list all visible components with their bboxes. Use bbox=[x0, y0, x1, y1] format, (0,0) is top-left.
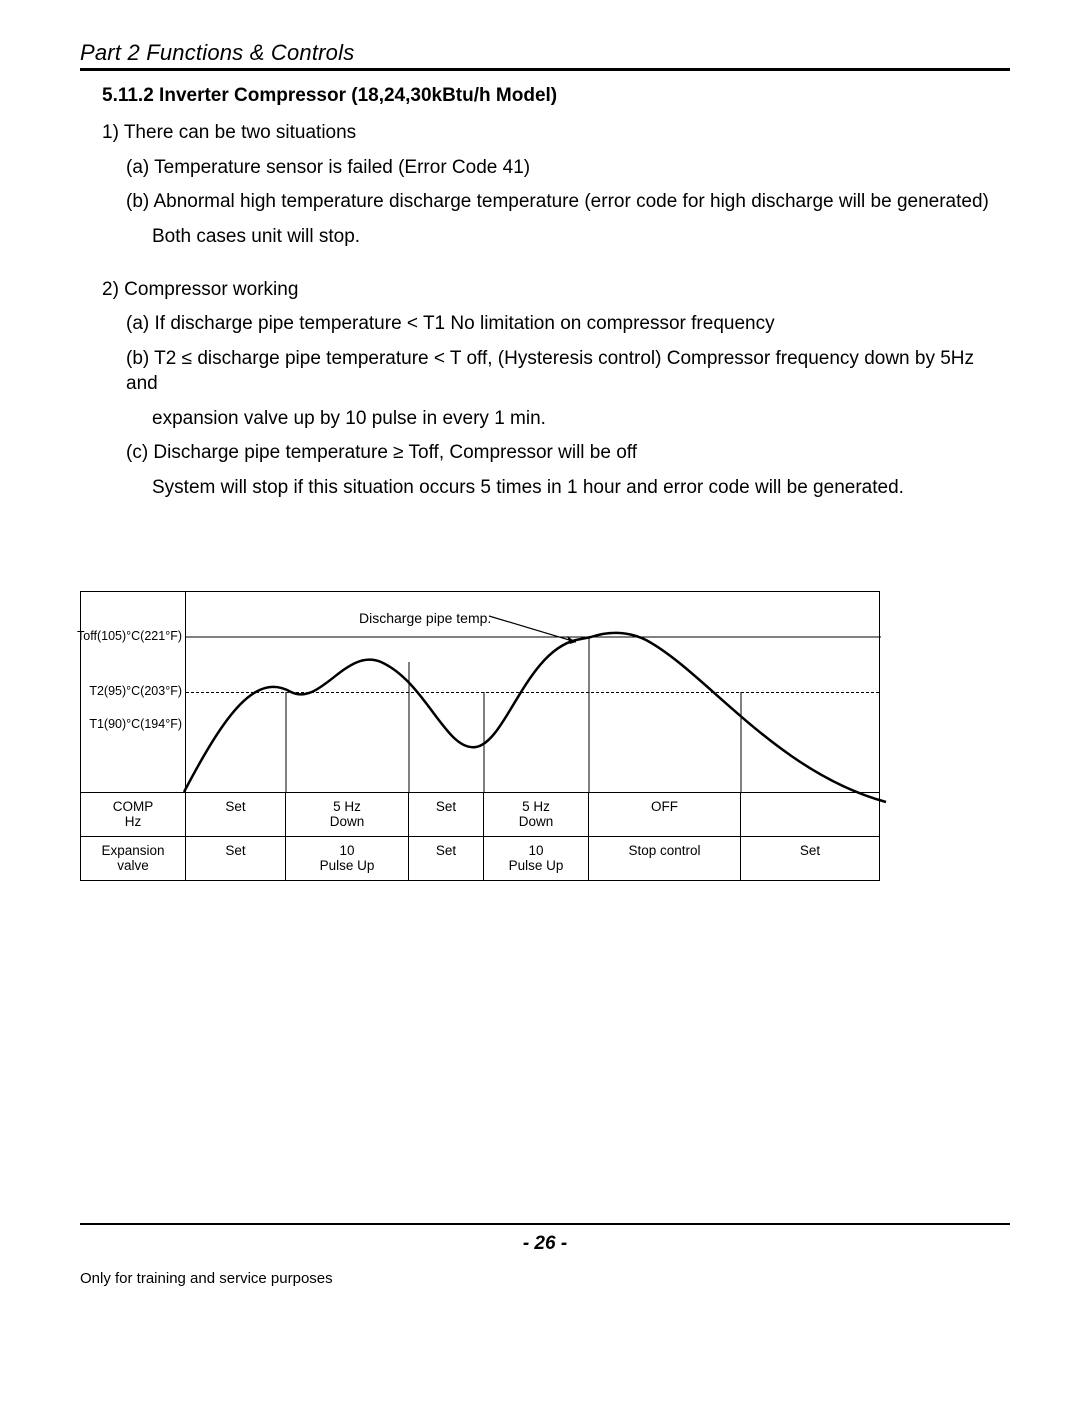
footer-note: Only for training and service purposes bbox=[80, 1270, 333, 1287]
exp-cell-6: Set bbox=[741, 837, 879, 880]
para-2a: (a) If discharge pipe temperature < T1 N… bbox=[126, 312, 1010, 337]
para-2: 2) Compressor working bbox=[102, 278, 1010, 303]
para-1a: (a) Temperature sensor is failed (Error … bbox=[126, 156, 1010, 181]
exp-row-label: Expansionvalve bbox=[81, 837, 186, 880]
chart-plot: Discharge pipe temp. bbox=[186, 592, 879, 792]
section-title: 5.11.2 Inverter Compressor (18,24,30kBtu… bbox=[102, 85, 1010, 107]
para-2c: (c) Discharge pipe temperature ≥ Toff, C… bbox=[126, 441, 1010, 466]
comp-row: COMPHz Set 5 HzDown Set 5 HzDown OFF bbox=[81, 792, 879, 836]
comp-cell-3: Set bbox=[409, 793, 484, 836]
part-header: Part 2 Functions & Controls bbox=[80, 40, 1010, 71]
comp-cell-4: 5 HzDown bbox=[484, 793, 589, 836]
para-1: 1) There can be two situations bbox=[102, 121, 1010, 146]
exp-cell-4: 10Pulse Up bbox=[484, 837, 589, 880]
ylab-toff: Toff(105)°C(221°F) bbox=[77, 629, 182, 643]
comp-row-label: COMPHz bbox=[81, 793, 186, 836]
para-2c-cont: System will stop if this situation occur… bbox=[152, 476, 1010, 501]
ylab-t2: T2(95)°C(203°F) bbox=[89, 684, 182, 698]
para-1b: (b) Abnormal high temperature discharge … bbox=[126, 190, 1010, 215]
page: Part 2 Functions & Controls 5.11.2 Inver… bbox=[0, 0, 1080, 1405]
para-2b-cont: expansion valve up by 10 pulse in every … bbox=[152, 407, 1010, 432]
exp-cell-1: Set bbox=[186, 837, 286, 880]
footer-rule: - 26 - bbox=[80, 1223, 1010, 1255]
exp-row: Expansionvalve Set 10Pulse Up Set 10Puls… bbox=[81, 836, 879, 880]
ylab-t1: T1(90)°C(194°F) bbox=[89, 717, 182, 731]
comp-cell-1: Set bbox=[186, 793, 286, 836]
comp-cell-6 bbox=[741, 793, 879, 836]
page-number: - 26 - bbox=[80, 1233, 1010, 1255]
discharge-temp-diagram: Toff(105)°C(221°F) T2(95)°C(203°F) T1(90… bbox=[80, 591, 880, 881]
exp-cell-3: Set bbox=[409, 837, 484, 880]
para-1b-cont: Both cases unit will stop. bbox=[152, 225, 1010, 250]
curve-svg bbox=[186, 592, 881, 792]
comp-cell-5: OFF bbox=[589, 793, 741, 836]
para-2b: (b) T2 ≤ discharge pipe temperature < T … bbox=[126, 347, 1010, 396]
exp-cell-5: Stop control bbox=[589, 837, 741, 880]
exp-cell-2: 10Pulse Up bbox=[286, 837, 409, 880]
comp-cell-2: 5 HzDown bbox=[286, 793, 409, 836]
chart-y-axis: Toff(105)°C(221°F) T2(95)°C(203°F) T1(90… bbox=[81, 592, 186, 792]
